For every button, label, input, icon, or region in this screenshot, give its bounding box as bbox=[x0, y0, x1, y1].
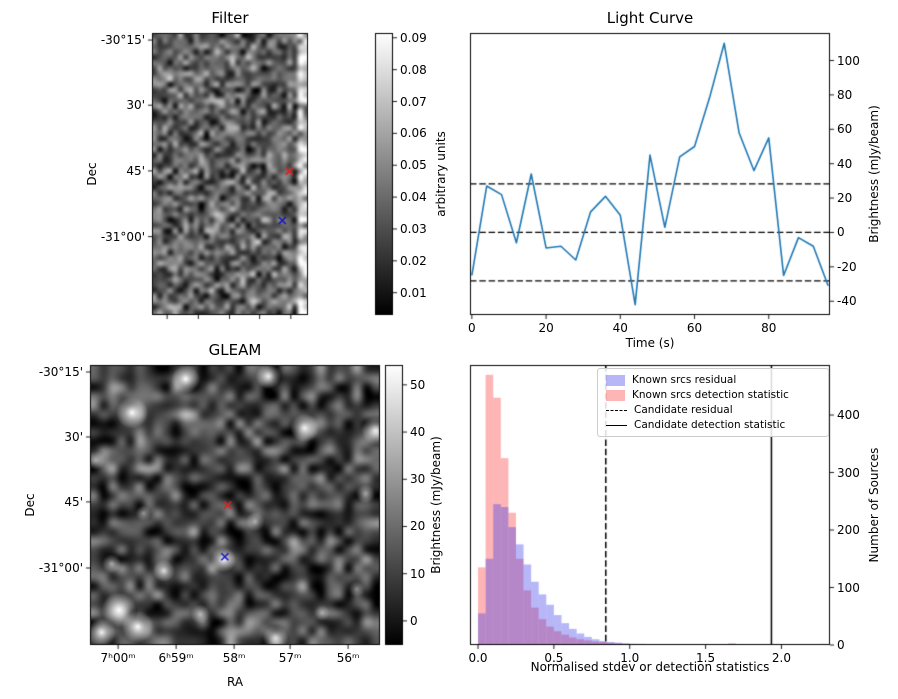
gleam-x-axis-label: RA bbox=[226, 675, 244, 689]
lightcurve-x-tick-label: 60 bbox=[686, 321, 703, 335]
gleam-y-tick-label: 30' bbox=[64, 429, 83, 444]
legend-item-label: Known srcs residual bbox=[632, 374, 737, 386]
legend-item-label: Candidate residual bbox=[634, 404, 733, 416]
gleam-x-tick-label: 56ᵐ bbox=[336, 651, 360, 665]
gleam-y-tick-label: -30°15' bbox=[38, 365, 83, 379]
gleam-colorbar-tick-label: 50 bbox=[410, 377, 426, 392]
legend-patch-pink-swatch bbox=[606, 389, 625, 401]
filter-y-tick-label: 30' bbox=[126, 98, 145, 113]
lightcurve-y-tick-label: -40 bbox=[837, 294, 857, 309]
filter-y-tick-label: 45' bbox=[126, 163, 145, 178]
lightcurve-y-tick-label: 40 bbox=[837, 156, 853, 171]
legend-item: Known srcs residual bbox=[606, 374, 820, 386]
legend-item-label: Candidate detection statistic bbox=[634, 419, 786, 431]
legend-item: Known srcs detection statistic bbox=[606, 389, 820, 401]
legend-item: Candidate detection statistic bbox=[606, 419, 820, 431]
histogram-x-axis-label: Normalised stdev or detection statistics bbox=[530, 660, 770, 674]
histogram-y-tick-label: 100 bbox=[837, 580, 860, 595]
lightcurve-y-axis-label: Brightness (mJy/beam) bbox=[867, 105, 881, 243]
filter-colorbar-tick-label: 0.08 bbox=[400, 62, 427, 77]
lightcurve-y-tick-label: 60 bbox=[837, 122, 853, 137]
histogram-x-tick-label: 0.5 bbox=[544, 651, 564, 665]
lightcurve-y-tick-label: 80 bbox=[837, 87, 853, 102]
lightcurve-title: Light Curve bbox=[606, 9, 694, 27]
filter-y-tick-label: -31°00' bbox=[100, 229, 145, 244]
histogram-x-tick-label: 1.0 bbox=[620, 651, 640, 665]
gleam-y-tick-label: 45' bbox=[64, 494, 83, 509]
gleam-x-tick-label: 7ʰ00ᵐ bbox=[100, 651, 136, 665]
filter-colorbar-tick-label: 0.06 bbox=[400, 126, 427, 141]
filter-title: Filter bbox=[211, 9, 249, 27]
histogram-y-tick-label: 300 bbox=[837, 465, 860, 480]
filter-colorbar-tick-label: 0.03 bbox=[400, 221, 427, 236]
gleam-y-tick-label: -31°00' bbox=[38, 561, 83, 575]
lightcurve-x-tick-label: 20 bbox=[538, 321, 554, 335]
filter-colorbar-tick-label: 0.07 bbox=[400, 94, 427, 109]
gleam-x-tick-label: 6ʰ59ᵐ bbox=[158, 651, 194, 665]
legend-solid-line-swatch bbox=[606, 424, 627, 426]
filter-colorbar-tick-label: 0.04 bbox=[400, 190, 427, 205]
gleam-colorbar-tick-label: 0 bbox=[410, 613, 418, 628]
histogram-legend: Known srcs residual Known srcs detection … bbox=[597, 368, 829, 437]
legend-dashed-line-swatch bbox=[606, 409, 627, 411]
gleam-x-tick-label: 57ᵐ bbox=[278, 651, 302, 665]
histogram-y-tick-label: 400 bbox=[837, 408, 860, 423]
lightcurve-y-tick-label: 0 bbox=[837, 225, 845, 240]
histogram-x-tick-label: 1.5 bbox=[696, 651, 716, 665]
histogram-y-tick-label: 0 bbox=[837, 638, 845, 652]
gleam-colorbar-tick-label: 40 bbox=[410, 425, 426, 440]
lightcurve-x-axis-label: Time (s) bbox=[625, 336, 675, 350]
legend-patch-blue-swatch bbox=[606, 374, 625, 386]
lightcurve-x-tick-label: 80 bbox=[761, 321, 777, 335]
gleam-x-tick-label: 58ᵐ bbox=[222, 651, 246, 665]
gleam-title: GLEAM bbox=[208, 341, 262, 359]
histogram-x-tick-label: 0.0 bbox=[468, 651, 488, 665]
lightcurve-x-tick-label: 40 bbox=[612, 321, 628, 335]
legend-item: Candidate residual bbox=[606, 404, 820, 416]
histogram-y-tick-label: 200 bbox=[837, 523, 860, 537]
gleam-colorbar-label: Brightness (mJy/beam) bbox=[429, 436, 443, 574]
gleam-y-axis-label: Dec bbox=[23, 493, 37, 517]
lightcurve-y-tick-label: 100 bbox=[837, 53, 860, 68]
filter-colorbar-tick-label: 0.05 bbox=[400, 158, 427, 173]
gleam-colorbar-tick-label: 10 bbox=[410, 566, 426, 581]
legend-item-label: Known srcs detection statistic bbox=[632, 389, 789, 401]
lightcurve-y-tick-label: 20 bbox=[837, 191, 853, 206]
lightcurve-x-tick-label: 0 bbox=[468, 321, 476, 335]
filter-colorbar-label: arbitrary units bbox=[434, 131, 448, 217]
filter-y-axis-label: Dec bbox=[85, 162, 99, 186]
histogram-y-axis-label: Number of Sources bbox=[867, 447, 881, 563]
gleam-colorbar-tick-label: 20 bbox=[410, 519, 426, 534]
filter-colorbar-tick-label: 0.09 bbox=[400, 30, 427, 45]
histogram-x-tick-label: 2.0 bbox=[771, 651, 791, 665]
lightcurve-y-tick-label: -20 bbox=[837, 259, 857, 274]
filter-colorbar-tick-label: 0.02 bbox=[400, 253, 427, 268]
filter-y-tick-label: -30°15' bbox=[100, 33, 145, 48]
gleam-colorbar-tick-label: 30 bbox=[410, 472, 426, 487]
filter-colorbar-tick-label: 0.01 bbox=[400, 285, 427, 300]
